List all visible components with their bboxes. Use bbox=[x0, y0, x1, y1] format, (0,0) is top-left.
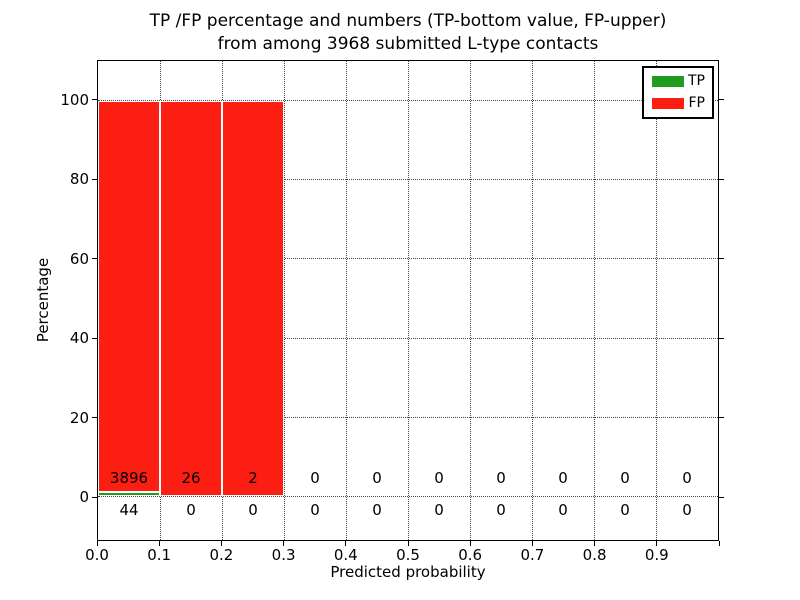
tp-count-label: 0 bbox=[558, 500, 568, 519]
x-tick-mark bbox=[469, 541, 471, 546]
tp-legend-swatch bbox=[652, 75, 684, 87]
x-tick-label: 0.9 bbox=[644, 546, 669, 564]
fp-count-label: 0 bbox=[372, 469, 382, 488]
tp-count-label: 0 bbox=[186, 500, 196, 519]
v-gridline bbox=[593, 61, 595, 540]
x-tick-label: 0.7 bbox=[520, 546, 545, 564]
x-tick-label: 0.2 bbox=[209, 546, 234, 564]
y-tick-mark-left bbox=[92, 337, 97, 339]
y-tick-mark-right bbox=[719, 417, 724, 419]
x-tick-label: 0.6 bbox=[458, 546, 483, 564]
y-tick-label: 80 bbox=[69, 170, 89, 189]
x-tick-mark bbox=[718, 541, 720, 546]
tp-count-label: 0 bbox=[310, 500, 320, 519]
x-tick-mark bbox=[220, 541, 222, 546]
tp-count-label: 44 bbox=[119, 500, 139, 519]
y-tick-mark-left bbox=[92, 258, 97, 260]
y-tick-label: 40 bbox=[69, 329, 89, 348]
fp-count-label: 0 bbox=[558, 469, 568, 488]
tp-count-label: 0 bbox=[434, 500, 444, 519]
x-tick-mark bbox=[531, 541, 533, 546]
tp-count-label: 0 bbox=[620, 500, 630, 519]
y-tick-mark-right bbox=[719, 337, 724, 339]
y-tick-mark-right bbox=[719, 258, 724, 260]
fp-count-label: 26 bbox=[181, 469, 201, 488]
chart-title-line2: from among 3968 submitted L-type contact… bbox=[217, 34, 599, 54]
x-tick-mark bbox=[345, 541, 347, 546]
plot-area: 3896 44 26 0 2 0 0 0 0 0 0 0 0 0 0 0 0 0 0 0 TP FP bbox=[97, 60, 719, 541]
y-tick-mark-left bbox=[92, 417, 97, 419]
y-tick-mark-left bbox=[92, 99, 97, 101]
x-tick-mark bbox=[158, 541, 160, 546]
x-tick-mark bbox=[283, 541, 285, 546]
fp-count-label: 0 bbox=[496, 469, 506, 488]
legend: TP FP bbox=[642, 66, 714, 119]
fp-count-label: 3896 bbox=[109, 469, 149, 488]
y-tick-label: 20 bbox=[69, 408, 89, 427]
x-tick-label: 0.4 bbox=[333, 546, 358, 564]
legend-item-fp: FP bbox=[652, 96, 705, 110]
chart-title-line1: TP /FP percentage and numbers (TP-bottom… bbox=[149, 11, 667, 31]
y-tick-label: 0 bbox=[79, 488, 89, 507]
tp-bar bbox=[98, 492, 160, 497]
x-tick-mark bbox=[656, 541, 658, 546]
fp-count-label: 0 bbox=[310, 469, 320, 488]
y-tick-mark-left bbox=[92, 178, 97, 180]
x-tick-label: 0.1 bbox=[147, 546, 172, 564]
v-gridline bbox=[655, 61, 657, 540]
tp-count-label: 0 bbox=[372, 500, 382, 519]
x-tick-mark bbox=[407, 541, 409, 546]
v-gridline bbox=[283, 61, 285, 540]
chart-title: TP /FP percentage and numbers (TP-bottom… bbox=[97, 10, 719, 56]
fp-count-label: 0 bbox=[620, 469, 630, 488]
y-tick-mark-right bbox=[719, 496, 724, 498]
x-tick-mark bbox=[594, 541, 596, 546]
tp-count-label: 0 bbox=[496, 500, 506, 519]
y-tick-label: 60 bbox=[69, 249, 89, 268]
tp-count-label: 0 bbox=[248, 500, 258, 519]
y-tick-mark-left bbox=[92, 496, 97, 498]
fp-bar bbox=[222, 100, 284, 497]
y-tick-mark-right bbox=[719, 178, 724, 180]
fp-bar bbox=[98, 100, 160, 492]
x-tick-label: 0.0 bbox=[85, 546, 109, 564]
fp-legend-swatch bbox=[652, 97, 684, 109]
v-gridline bbox=[345, 61, 347, 540]
x-tick-mark bbox=[96, 541, 98, 546]
fp-bar bbox=[160, 100, 222, 497]
fp-count-label: 0 bbox=[682, 469, 692, 488]
v-gridline bbox=[469, 61, 471, 540]
fp-count-label: 2 bbox=[248, 469, 258, 488]
y-tick-mark-right bbox=[719, 99, 724, 101]
y-tick-label: 100 bbox=[60, 90, 89, 109]
legend-item-tp: TP bbox=[652, 74, 705, 88]
legend-label-fp: FP bbox=[688, 95, 706, 111]
fp-count-label: 0 bbox=[434, 469, 444, 488]
x-tick-label: 0.5 bbox=[396, 546, 420, 564]
v-gridline bbox=[407, 61, 409, 540]
x-tick-label: 0.3 bbox=[271, 546, 296, 564]
legend-label-tp: TP bbox=[688, 73, 705, 89]
v-gridline bbox=[531, 61, 533, 540]
x-tick-label: 0.8 bbox=[582, 546, 607, 564]
tp-count-label: 0 bbox=[682, 500, 692, 519]
x-axis-label: Predicted probability bbox=[330, 563, 486, 581]
